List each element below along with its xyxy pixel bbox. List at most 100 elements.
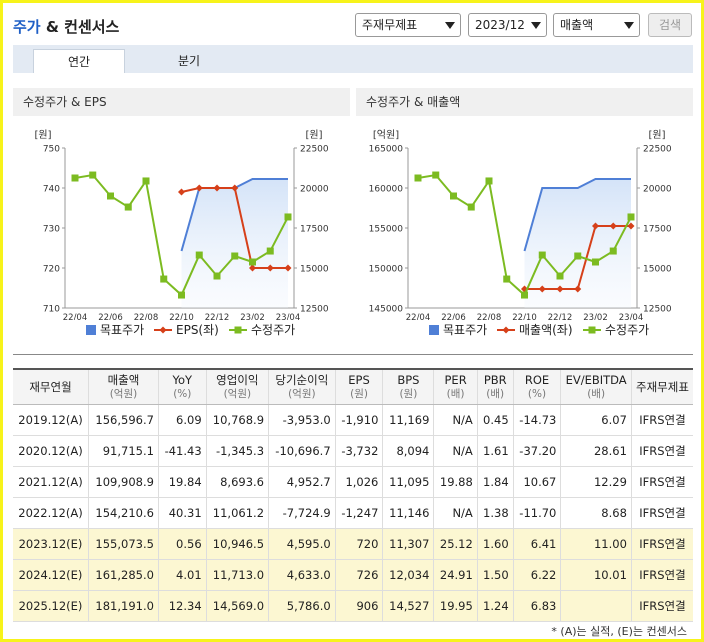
table-cell: 11,713.0 (205, 559, 269, 591)
header-label: 영업이익 (216, 373, 259, 387)
table-cell: 0.56 (157, 528, 207, 560)
header-unit: (배) (446, 388, 465, 400)
table-cell: 5,786.0 (268, 590, 336, 622)
point-marker (556, 272, 564, 280)
caret (531, 22, 541, 29)
legend-symbol (497, 326, 515, 334)
legend: 목표주가 매출액(좌) 수정주가 (356, 320, 693, 340)
table-row: 2020.12(A) 91,715.1 -41.43 -1,345.3 -10,696.… (13, 435, 693, 467)
select-text: 2023/12 (475, 18, 525, 32)
point-marker (432, 171, 440, 179)
y2-tick-label: 15000 (643, 265, 672, 275)
point-marker (71, 174, 79, 182)
header-unit: (%) (173, 388, 192, 400)
x-tick-label: 22/10 (512, 313, 537, 320)
legend-swatch (86, 325, 96, 335)
x-tick-label: 22/12 (205, 313, 230, 320)
y2-tick-label: 20000 (300, 185, 329, 195)
legend-symbol (154, 326, 172, 334)
table-cell: 0.45 (476, 404, 514, 436)
financial-table: 재무연월 매출액 (억원) YoY (%) 영업이익 (억원) 당기순이익 (억원) EPS (원)… (13, 368, 693, 622)
x-tick-label: 22/04 (63, 313, 88, 320)
y-tick-label: 155000 (369, 225, 404, 235)
x-tick-label: 23/04 (619, 313, 644, 320)
table-cell: 720 (334, 528, 383, 560)
point-marker (195, 184, 203, 192)
table-cell: 25.12 (433, 528, 478, 560)
legend-label: 수정주가 (251, 323, 296, 337)
title-part: 주가 (13, 18, 41, 36)
table-cell: -10,696.7 (268, 435, 336, 467)
legend-label: 목표주가 (443, 323, 488, 337)
table-cell: 19.88 (433, 466, 478, 498)
y2-tick-label: 12500 (300, 305, 329, 315)
table-row: 2022.12(A) 154,210.6 40.31 11,061.2 -7,724.9… (13, 497, 693, 529)
table-cell: 4.01 (157, 559, 207, 591)
table-cell: 6.41 (512, 528, 561, 560)
table-cell: -14.73 (512, 404, 561, 436)
x-tick-label: 22/12 (548, 313, 573, 320)
x-tick-label: 23/02 (240, 313, 265, 320)
table-cell: 8,693.6 (205, 466, 269, 498)
table-row: 2025.12(E) 181,191.0 12.34 14,569.0 5,786.0 9… (13, 590, 693, 622)
legend-label: EPS(좌) (176, 323, 219, 337)
y-tick-label: 145000 (369, 305, 404, 315)
x-tick-label: 22/06 (441, 313, 466, 320)
table-cell: 726 (334, 559, 383, 591)
table-row: 2023.12(E) 155,073.5 0.56 10,946.5 4,595.0 72… (13, 528, 693, 560)
point-marker (266, 247, 274, 255)
legend-swatch (234, 326, 242, 334)
point-marker (142, 177, 150, 185)
point-marker (231, 252, 239, 260)
header-label: 당기순이익 (275, 373, 329, 387)
tab[interactable]: 분기 (177, 54, 201, 68)
legend-symbol (229, 326, 247, 334)
tab[interactable]: 연간 (33, 49, 125, 73)
point-marker (627, 213, 635, 221)
point-marker (249, 258, 256, 266)
legend-swatch (502, 326, 510, 334)
table-row: 2024.12(E) 161,285.0 4.01 11,713.0 4,633.0 72… (13, 559, 693, 591)
header-label: 주재무제표 (636, 380, 689, 394)
table-cell: 14,527 (382, 590, 434, 622)
select[interactable]: 2023/12 (468, 13, 547, 37)
search-button[interactable]: 검색 (648, 13, 692, 37)
point-marker (538, 285, 546, 293)
table-cell: 8,094 (382, 435, 434, 467)
y-tick-label: 730 (43, 225, 60, 235)
title-part: & 컨센서스 (45, 18, 120, 36)
legend-symbol (429, 325, 439, 335)
table-cell: -11.70 (512, 497, 561, 529)
header-unit: (배) (486, 388, 505, 400)
point-marker (107, 192, 114, 200)
point-marker (503, 275, 511, 283)
column-header: 주재무제표 (630, 368, 693, 405)
table-cell: -7,724.9 (268, 497, 336, 529)
point-marker (521, 291, 528, 299)
select[interactable]: 매출액 (553, 13, 640, 37)
table-cell: 24.91 (433, 559, 478, 591)
column-header: EPS (원) (334, 368, 383, 405)
table-cell: 1,026 (334, 466, 383, 498)
table-cell: -3,732 (334, 435, 383, 467)
chart-title: 수정주가 & EPS (13, 88, 350, 116)
point-marker (627, 222, 635, 230)
table-cell: 14,569.0 (205, 590, 269, 622)
table-cell: 6.09 (157, 404, 207, 436)
header-unit: (억원) (109, 388, 138, 400)
series-line (523, 178, 631, 252)
table-cell: 1.60 (476, 528, 514, 560)
x-tick-label: 23/02 (583, 313, 608, 320)
tab-bar: 연간 분기 (13, 45, 693, 73)
column-header: 영업이익 (억원) (205, 368, 269, 405)
table-cell: 6.83 (512, 590, 561, 622)
table-cell: 2025.12(E) (13, 590, 89, 622)
select[interactable]: 주재무제표 (355, 13, 461, 37)
table-cell: IFRS연결 (630, 528, 693, 560)
x-tick-label: 22/10 (169, 313, 194, 320)
legend-label: 목표주가 (100, 323, 145, 337)
y2-axis-unit: [원] (305, 129, 322, 141)
point-marker (467, 203, 475, 211)
table-cell: 8.68 (560, 497, 632, 529)
header-unit: (원) (399, 388, 418, 400)
